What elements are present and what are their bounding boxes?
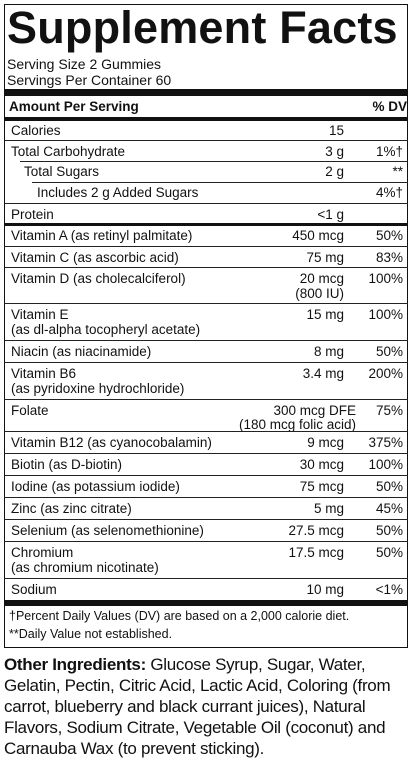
- nutrient-amount: 450 mcg: [292, 228, 344, 243]
- nutrient-name: Total Sugars: [24, 164, 100, 179]
- nutrient-dv: 100%: [368, 457, 403, 472]
- other-ingredients: Other Ingredients: Glucose Syrup, Sugar,…: [4, 654, 414, 759]
- nutrient-name: Vitamin A (as retinyl palmitate): [11, 228, 193, 243]
- nutrient-row-biotin: Biotin (as D-biotin) 30 mcg 100%: [4, 453, 408, 475]
- nutrient-row-total-sugars: Total Sugars 2 g **: [4, 161, 408, 182]
- nutrient-row-vitamin-a: Vitamin A (as retinyl palmitate) 450 mcg…: [4, 226, 408, 246]
- nutrient-dv: 50%: [375, 545, 403, 560]
- indent-rule: [20, 161, 408, 162]
- nutrient-amount: 15: [328, 123, 344, 138]
- nutrient-amount: 15 mg: [306, 307, 344, 322]
- nutrient-dv: 50%: [375, 479, 403, 494]
- nutrient-name: Sodium: [11, 582, 57, 597]
- nutrient-dv: 4%†: [375, 185, 403, 200]
- nutrient-amount: 300 mcg DFE: [273, 403, 356, 418]
- nutrient-name: Vitamin B6: [11, 366, 77, 381]
- nutrient-dv: 375%: [368, 435, 403, 450]
- nutrient-dv: 1%†: [375, 144, 403, 159]
- nutrient-amount: 75 mcg: [299, 479, 344, 494]
- nutrient-name: Folate: [11, 403, 49, 418]
- nutrient-amount: 17.5 mcg: [288, 545, 344, 560]
- nutrient-amount: 75 mg: [306, 250, 344, 265]
- nutrient-row-zinc: Zinc (as zinc citrate) 5 mg 45%: [4, 497, 408, 519]
- nutrient-dv: 83%: [375, 250, 403, 265]
- footnote-dagger: †Percent Daily Values (DV) are based on …: [9, 609, 350, 623]
- nutrient-dv: 50%: [375, 228, 403, 243]
- nutrient-dv: 45%: [375, 501, 403, 516]
- nutrient-row-vitamin-b12: Vitamin B12 (as cyanocobalamin) 9 mcg 37…: [4, 431, 408, 453]
- nutrient-amount: <1 g: [317, 207, 344, 222]
- nutrient-amount: 3.4 mg: [302, 366, 344, 381]
- nutrient-name: Selenium (as selenomethionine): [11, 523, 204, 538]
- nutrient-row-total-carbohydrate: Total Carbohydrate 3 g 1%†: [4, 140, 408, 161]
- nutrient-row-folate: Folate 300 mcg DFE (180 mcg folic acid) …: [4, 399, 408, 432]
- nutrient-row-selenium: Selenium (as selenomethionine) 27.5 mcg …: [4, 519, 408, 541]
- nutrient-amount: 27.5 mcg: [288, 523, 344, 538]
- nutrient-amount: 10 mg: [306, 582, 344, 597]
- nutrient-row-sodium: Sodium 10 mg <1%: [4, 578, 408, 600]
- nutrient-name: Vitamin B12 (as cyanocobalamin): [11, 435, 212, 450]
- nutrient-row-chromium: Chromium (as chromium nicotinate) 17.5 m…: [4, 541, 408, 578]
- nutrient-name: Protein: [11, 207, 54, 222]
- other-ingredients-label: Other Ingredients:: [4, 655, 146, 674]
- nutrient-name: Calories: [11, 123, 61, 138]
- serving-size: Serving Size 2 Gummies: [7, 56, 162, 72]
- nutrient-name: Niacin (as niacinamide): [11, 344, 152, 359]
- nutrient-amount: 8 mg: [313, 344, 344, 359]
- nutrient-name-source: (as chromium nicotinate): [11, 560, 159, 575]
- servings-per-container: Servings Per Container 60: [7, 72, 172, 88]
- nutrient-row-iodine: Iodine (as potassium iodide) 75 mcg 50%: [4, 475, 408, 497]
- indent-rule: [32, 182, 408, 183]
- header-divider: [4, 117, 408, 121]
- nutrient-row-vitamin-d: Vitamin D (as cholecalciferol) 20 mcg (8…: [4, 267, 408, 303]
- nutrient-row-vitamin-b6: Vitamin B6 (as pyridoxine hydrochloride)…: [4, 362, 408, 399]
- nutrient-amount: 30 mcg: [299, 457, 344, 472]
- nutrient-name: Chromium: [11, 545, 74, 560]
- nutrient-dv: 100%: [368, 271, 403, 286]
- nutrient-row-protein: Protein <1 g: [4, 203, 408, 224]
- nutrient-name-source: (as pyridoxine hydrochloride): [11, 381, 185, 396]
- nutrient-dv: <1%: [375, 582, 403, 597]
- nutrient-amount: 3 g: [325, 144, 344, 159]
- footnote-divider: [4, 600, 408, 606]
- nutrient-name: Vitamin D (as cholecalciferol): [11, 271, 186, 286]
- nutrient-row-niacin: Niacin (as niacinamide) 8 mg 50%: [4, 340, 408, 362]
- nutrient-amount: 5 mg: [313, 501, 344, 516]
- thick-divider: [4, 89, 408, 96]
- nutrient-amount: 20 mcg: [299, 271, 344, 286]
- nutrient-name: Iodine (as potassium iodide): [11, 479, 180, 494]
- nutrient-name: Includes 2 g Added Sugars: [37, 185, 199, 200]
- nutrient-dv: 50%: [375, 523, 403, 538]
- nutrient-dv: 75%: [375, 403, 403, 418]
- nutrient-dv: 100%: [368, 307, 403, 322]
- nutrient-name: Total Carbohydrate: [11, 144, 126, 159]
- header-amount-per-serving: Amount Per Serving: [9, 99, 139, 114]
- nutrient-name-source: (as dl-alpha tocopheryl acetate): [11, 322, 201, 337]
- nutrient-dv: **: [392, 164, 403, 179]
- nutrient-name: Vitamin E: [11, 307, 69, 322]
- nutrient-amount: 9 mcg: [307, 435, 344, 450]
- section-divider: [4, 223, 408, 226]
- nutrient-amount-secondary: (800 IU): [295, 286, 344, 301]
- header-percent-dv: % DV: [372, 99, 407, 114]
- nutrient-dv: 50%: [375, 344, 403, 359]
- nutrient-name: Biotin (as D-biotin): [11, 457, 123, 472]
- other-ingredients-list: Glucose Syrup, Sugar, Water, Gelatin, Pe…: [4, 655, 391, 758]
- nutrient-row-added-sugars: Includes 2 g Added Sugars 4%†: [4, 182, 408, 203]
- nutrient-row-calories: Calories 15: [4, 121, 408, 140]
- nutrient-amount: 2 g: [325, 164, 344, 179]
- nutrient-amount-secondary: (180 mcg folic acid): [238, 417, 356, 432]
- nutrient-row-vitamin-c: Vitamin C (as ascorbic acid) 75 mg 83%: [4, 246, 408, 267]
- nutrient-name: Zinc (as zinc citrate): [11, 501, 132, 516]
- panel-title: Supplement Facts: [7, 2, 398, 53]
- nutrient-row-vitamin-e: Vitamin E (as dl-alpha tocopheryl acetat…: [4, 303, 408, 340]
- supplement-facts-panel: [4, 4, 408, 648]
- footnote-double-star: **Daily Value not established.: [9, 627, 173, 641]
- nutrient-name: Vitamin C (as ascorbic acid): [11, 250, 179, 265]
- nutrient-dv: 200%: [368, 366, 403, 381]
